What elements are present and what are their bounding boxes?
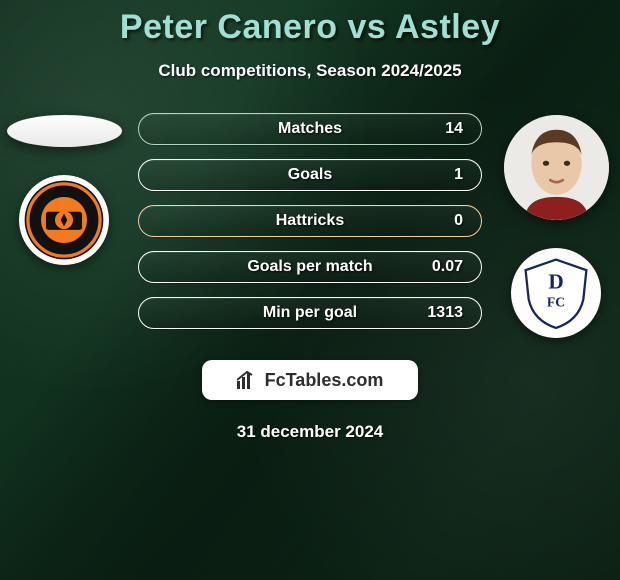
stat-label: Matches — [278, 120, 342, 138]
watermark: FcTables.com — [202, 360, 418, 400]
bar-chart-icon — [237, 371, 259, 389]
stat-label: Min per goal — [263, 304, 357, 322]
watermark-text: FcTables.com — [265, 370, 384, 391]
stat-row: Goals per match 0.07 — [138, 251, 482, 283]
stat-row: Goals 1 — [138, 159, 482, 191]
stat-list: Matches 14 Goals 1 Hattricks 0 Goals per match… — [138, 113, 482, 329]
player-face-icon — [504, 115, 609, 220]
left-column — [8, 113, 120, 265]
stat-value: 0 — [454, 212, 463, 230]
stat-label: Goals — [288, 166, 332, 184]
svg-text:D: D — [548, 269, 563, 293]
stat-value: 1 — [454, 166, 463, 184]
stat-row: Min per goal 1313 — [138, 297, 482, 329]
stat-value: 1313 — [427, 304, 463, 322]
stat-value: 14 — [445, 120, 463, 138]
main-row: Matches 14 Goals 1 Hattricks 0 Goals per match… — [0, 113, 620, 338]
subtitle: Club competitions, Season 2024/2025 — [0, 61, 620, 81]
stat-row: Hattricks 0 — [138, 205, 482, 237]
dundee-united-crest-icon — [23, 179, 105, 261]
stat-label: Goals per match — [247, 258, 372, 276]
date-text: 31 december 2024 — [0, 422, 620, 442]
stat-label: Hattricks — [276, 212, 344, 230]
page-title: Peter Canero vs Astley — [0, 0, 620, 47]
right-club-badge: D FC — [511, 248, 601, 338]
left-player-avatar — [7, 115, 122, 147]
svg-text:FC: FC — [547, 295, 565, 310]
stat-row: Matches 14 — [138, 113, 482, 145]
card-content: Peter Canero vs Astley Club competitions… — [0, 0, 620, 442]
left-club-badge — [19, 175, 109, 265]
stat-value: 0.07 — [432, 258, 463, 276]
right-column: D FC — [500, 113, 612, 338]
dundee-fc-crest-icon: D FC — [518, 255, 594, 331]
right-player-avatar — [504, 115, 609, 220]
